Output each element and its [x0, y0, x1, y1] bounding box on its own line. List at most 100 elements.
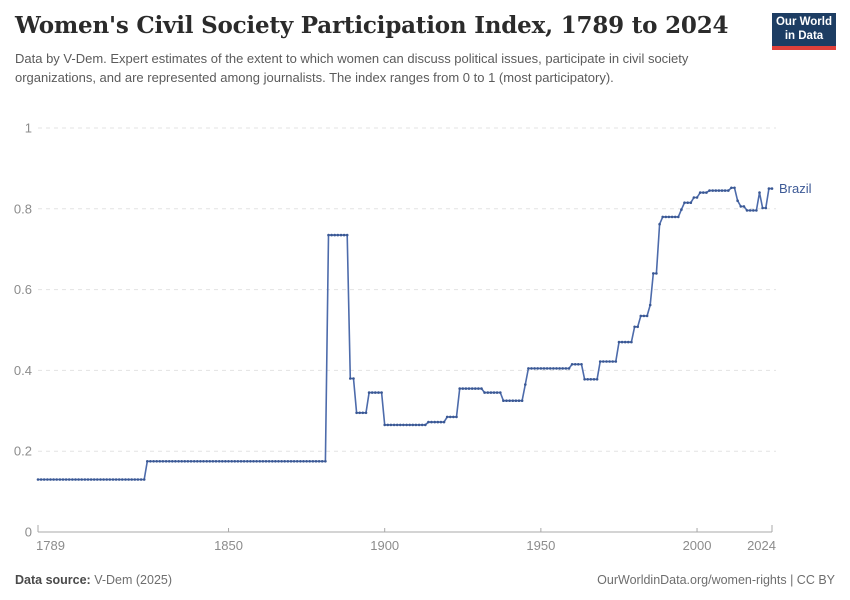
data-point-marker[interactable] — [639, 314, 643, 318]
data-point-marker[interactable] — [708, 189, 711, 192]
data-point-marker[interactable] — [733, 186, 736, 190]
data-point-marker[interactable] — [146, 460, 149, 463]
data-point-marker[interactable] — [758, 191, 761, 194]
data-point-marker[interactable] — [752, 209, 755, 212]
data-point-marker[interactable] — [292, 460, 296, 463]
data-point-marker[interactable] — [595, 378, 599, 381]
data-point-marker[interactable] — [317, 460, 321, 463]
data-point-marker[interactable] — [271, 460, 274, 463]
data-point-marker[interactable] — [383, 423, 387, 427]
data-point-marker[interactable] — [127, 478, 130, 481]
data-point-marker[interactable] — [505, 399, 508, 403]
data-point-marker[interactable] — [627, 340, 630, 344]
data-point-marker[interactable] — [642, 314, 646, 318]
data-point-marker[interactable] — [517, 399, 521, 403]
data-point-marker[interactable] — [142, 478, 146, 481]
data-point-marker[interactable] — [58, 478, 62, 481]
data-point-marker[interactable] — [402, 423, 405, 427]
data-point-marker[interactable] — [617, 340, 621, 344]
data-point-marker[interactable] — [361, 411, 365, 415]
data-point-marker[interactable] — [333, 233, 337, 237]
data-point-marker[interactable] — [180, 460, 183, 463]
data-point-marker[interactable] — [74, 478, 77, 481]
data-point-marker[interactable] — [686, 201, 689, 204]
data-point-marker[interactable] — [661, 215, 664, 219]
data-point-marker[interactable] — [86, 478, 90, 481]
data-point-marker[interactable] — [667, 215, 671, 219]
data-point-marker[interactable] — [339, 233, 343, 237]
data-point-marker[interactable] — [77, 478, 80, 481]
data-point-marker[interactable] — [598, 360, 602, 363]
data-point-marker[interactable] — [630, 340, 633, 344]
data-point-marker[interactable] — [108, 478, 112, 481]
data-point-marker[interactable] — [611, 360, 614, 363]
data-point-marker[interactable] — [42, 478, 46, 481]
data-point-marker[interactable] — [355, 411, 358, 415]
data-point-marker[interactable] — [64, 478, 68, 481]
data-point-marker[interactable] — [742, 205, 746, 208]
data-point-marker[interactable] — [730, 186, 733, 190]
data-point-marker[interactable] — [71, 478, 74, 481]
data-point-marker[interactable] — [102, 478, 105, 481]
data-point-marker[interactable] — [39, 478, 43, 481]
data-point-marker[interactable] — [589, 378, 593, 381]
data-point-marker[interactable] — [342, 233, 346, 237]
data-point-marker[interactable] — [524, 383, 527, 386]
data-point-marker[interactable] — [149, 460, 152, 463]
data-point-marker[interactable] — [399, 423, 402, 427]
data-point-marker[interactable] — [527, 367, 530, 370]
data-point-marker[interactable] — [620, 340, 624, 344]
data-point-marker[interactable] — [277, 460, 280, 463]
data-point-marker[interactable] — [711, 189, 714, 192]
data-point-marker[interactable] — [489, 391, 493, 394]
data-point-marker[interactable] — [171, 460, 174, 463]
data-point-marker[interactable] — [124, 478, 127, 481]
data-point-marker[interactable] — [520, 399, 524, 403]
data-point-marker[interactable] — [227, 460, 230, 463]
data-point-marker[interactable] — [55, 478, 58, 481]
data-point-marker[interactable] — [577, 363, 580, 366]
data-point-marker[interactable] — [467, 387, 471, 390]
data-point-marker[interactable] — [645, 314, 649, 318]
data-point-marker[interactable] — [480, 387, 483, 390]
data-point-marker[interactable] — [133, 478, 137, 481]
data-point-marker[interactable] — [548, 367, 552, 370]
data-point-marker[interactable] — [158, 460, 162, 463]
data-point-marker[interactable] — [233, 460, 237, 463]
data-point-marker[interactable] — [111, 478, 115, 481]
data-point-marker[interactable] — [608, 360, 611, 363]
data-point-marker[interactable] — [327, 233, 330, 237]
data-point-marker[interactable] — [561, 367, 564, 370]
data-point-marker[interactable] — [117, 478, 121, 481]
data-point-marker[interactable] — [570, 363, 574, 366]
data-point-marker[interactable] — [495, 391, 499, 394]
data-point-marker[interactable] — [208, 460, 212, 463]
brazil-line[interactable] — [38, 187, 772, 481]
data-point-marker[interactable] — [720, 189, 724, 192]
data-point-marker[interactable] — [199, 460, 202, 463]
data-point-marker[interactable] — [224, 460, 227, 463]
data-point-marker[interactable] — [442, 420, 446, 424]
data-point-marker[interactable] — [345, 233, 349, 237]
data-point-marker[interactable] — [605, 360, 608, 363]
data-point-marker[interactable] — [408, 423, 412, 427]
data-point-marker[interactable] — [205, 460, 208, 463]
data-point-marker[interactable] — [299, 460, 302, 463]
data-point-marker[interactable] — [424, 423, 427, 427]
data-point-marker[interactable] — [196, 460, 199, 463]
data-point-marker[interactable] — [470, 387, 474, 390]
data-point-marker[interactable] — [658, 222, 661, 226]
data-point-marker[interactable] — [392, 423, 396, 427]
data-point-marker[interactable] — [623, 340, 627, 344]
data-point-marker[interactable] — [186, 460, 190, 463]
data-point-marker[interactable] — [389, 423, 393, 427]
data-point-marker[interactable] — [267, 460, 271, 463]
data-point-marker[interactable] — [714, 189, 718, 192]
data-point-marker[interactable] — [136, 478, 140, 481]
data-point-marker[interactable] — [745, 209, 749, 212]
data-point-marker[interactable] — [464, 387, 468, 390]
data-point-marker[interactable] — [602, 360, 605, 363]
data-point-marker[interactable] — [242, 460, 246, 463]
data-point-marker[interactable] — [46, 478, 49, 481]
data-point-marker[interactable] — [449, 415, 452, 419]
